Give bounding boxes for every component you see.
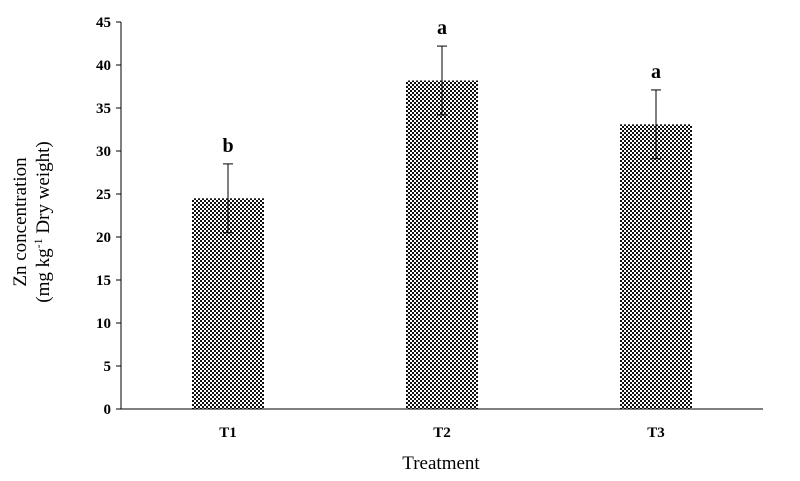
x-tick-label: T1 <box>219 425 237 441</box>
y-tick-label: 35 <box>96 101 111 117</box>
significance-labels-group: b a a <box>222 17 661 157</box>
y-tick-label: 40 <box>96 58 111 74</box>
x-tick-label: T2 <box>433 425 451 441</box>
significance-label-t3: a <box>651 61 661 83</box>
significance-label-t2: a <box>437 17 447 39</box>
y-tick-label: 5 <box>104 359 112 375</box>
bar-t2 <box>406 80 478 409</box>
y-axis-title: Zn concentration (mg kg-1 Dry weight) <box>10 141 54 302</box>
y-tick-label: 30 <box>96 144 111 160</box>
y-tick-label: 10 <box>96 316 111 332</box>
bars-group <box>192 80 692 409</box>
y-tick-label: 45 <box>96 15 111 31</box>
x-axis-ticks: T1 T2 T3 <box>219 425 665 441</box>
x-tick-label: T3 <box>647 425 665 441</box>
bar-t3 <box>620 124 692 409</box>
y-axis-title-prefix: (mg kg <box>33 248 54 303</box>
y-tick-label: 0 <box>104 402 112 418</box>
y-axis-title-line2: (mg kg-1 Dry weight) <box>31 141 54 302</box>
error-bars-group <box>223 45 661 234</box>
y-axis-ticks: 0 5 10 15 20 25 30 35 40 45 <box>96 15 121 418</box>
significance-label-t1: b <box>222 135 233 157</box>
y-axis-title-superscript: -1 <box>31 238 45 248</box>
x-axis-title: Treatment <box>402 453 480 474</box>
y-tick-label: 15 <box>96 273 111 289</box>
y-tick-label: 20 <box>96 230 111 246</box>
y-tick-label: 25 <box>96 187 111 203</box>
y-axis-title-line1: Zn concentration <box>10 157 31 287</box>
y-axis-title-suffix: Dry weight) <box>33 141 54 238</box>
bar-t1 <box>192 198 264 409</box>
